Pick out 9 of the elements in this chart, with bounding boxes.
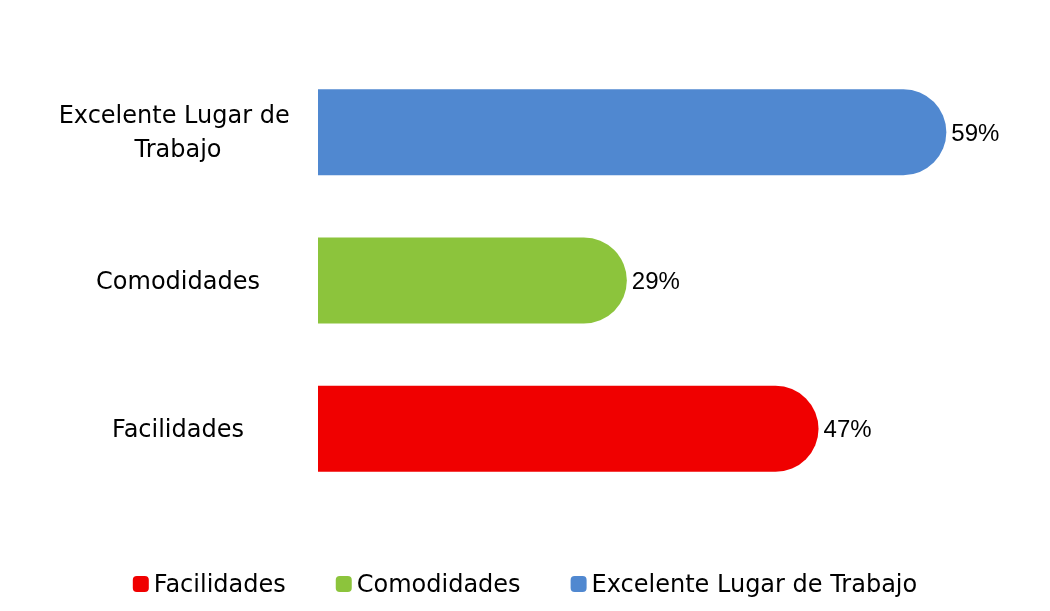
y-tick-label: Comodidades	[96, 266, 260, 295]
data-label: 29%	[631, 267, 680, 294]
legend-label: Excelente Lugar de Trabajo	[591, 570, 918, 598]
legend-label: Comodidades	[356, 570, 521, 598]
data-label: 59%	[951, 118, 1000, 146]
y-tick-label: Facilidades	[112, 414, 244, 443]
data-label: 47%	[823, 415, 872, 443]
y-tick-label: Excelente Lugar de Trabajo	[58, 101, 298, 164]
legend-label: Facilidades	[153, 570, 286, 598]
